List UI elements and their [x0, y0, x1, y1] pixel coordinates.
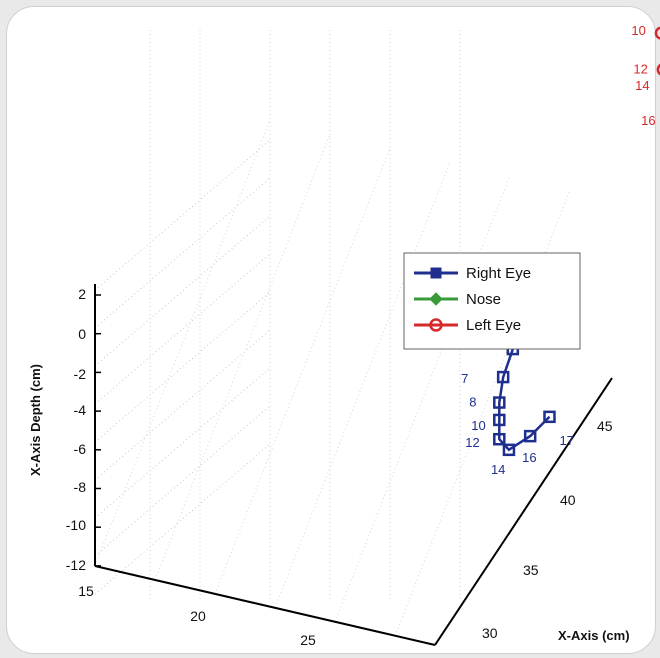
point-label: 7 [461, 371, 468, 386]
depth-axis-line [94, 565, 436, 646]
point-label: 12 [465, 435, 479, 450]
x-axis-line [434, 377, 613, 646]
grid-line [94, 215, 271, 367]
grid-line [214, 147, 391, 595]
plot-area: 1357810121416171357810121416171357810121… [461, 23, 660, 477]
grid-line [94, 367, 271, 519]
data-point [493, 413, 506, 427]
legend-marker [430, 267, 442, 279]
legend-label: Nose [466, 291, 501, 308]
z-tick-label: -10 [66, 517, 86, 533]
grid-line [94, 329, 271, 481]
z-tick-label: -4 [74, 402, 87, 418]
depth-tick-label: 20 [190, 608, 206, 624]
z-tick-label: -2 [74, 366, 87, 382]
x-tick-label: 35 [523, 562, 539, 578]
x-tick-label: 30 [482, 625, 498, 641]
grid-line [94, 291, 271, 443]
x-tick-label: 45 [597, 418, 613, 434]
grid-line [334, 175, 511, 623]
grid-line [94, 405, 271, 557]
point-label: 16 [522, 450, 536, 465]
grid-line [154, 133, 331, 581]
depth-tick-label: 15 [78, 583, 94, 599]
depth-tick-label: 25 [300, 632, 316, 648]
point-label: 16 [641, 113, 655, 128]
tick-marks [95, 294, 101, 567]
chart-axes [94, 284, 613, 646]
point-label: 10 [471, 418, 485, 433]
legend-label: Left Eye [466, 317, 521, 334]
grid-line [94, 443, 271, 595]
point-label: 10 [631, 23, 645, 38]
legend: Right Eye Nose Left Eye [403, 252, 581, 350]
x-axis-label: X-Axis (cm) [558, 628, 630, 643]
z-tick-label: -6 [74, 441, 87, 457]
data-point [496, 370, 510, 384]
point-label: 12 [633, 62, 647, 77]
grid-line [94, 139, 271, 291]
data-point [493, 432, 506, 446]
depth-tick-labels: 15 20 25 [78, 583, 316, 648]
legend-marker [429, 318, 443, 332]
z-tick-label: 0 [78, 326, 86, 342]
z-tick-labels: 2 0 -2 -4 -6 -8 -10 -12 [66, 286, 86, 573]
x-tick-label: 40 [560, 492, 576, 508]
legend-marker [429, 292, 443, 306]
grid-line [274, 161, 451, 609]
grid-line [94, 177, 271, 329]
grid-line [94, 119, 271, 567]
data-point [502, 443, 516, 457]
z-tick-label: -12 [66, 557, 86, 573]
point-label: 8 [469, 395, 476, 410]
z-tick-label: 2 [78, 286, 86, 302]
data-point [543, 410, 556, 424]
data-point [656, 63, 660, 76]
z-tick-label: -8 [74, 479, 87, 495]
legend-label: Right Eye [466, 265, 531, 282]
data-point [654, 26, 660, 40]
data-point [493, 396, 506, 409]
data-point [523, 429, 537, 443]
grid-line [94, 253, 271, 405]
point-label: 17 [559, 433, 573, 448]
point-label: 14 [491, 462, 505, 477]
point-label: 14 [635, 78, 649, 93]
x-tick-labels: 30 35 40 45 [482, 418, 613, 641]
z-axis-label: X-Axis Depth (cm) [28, 364, 43, 476]
